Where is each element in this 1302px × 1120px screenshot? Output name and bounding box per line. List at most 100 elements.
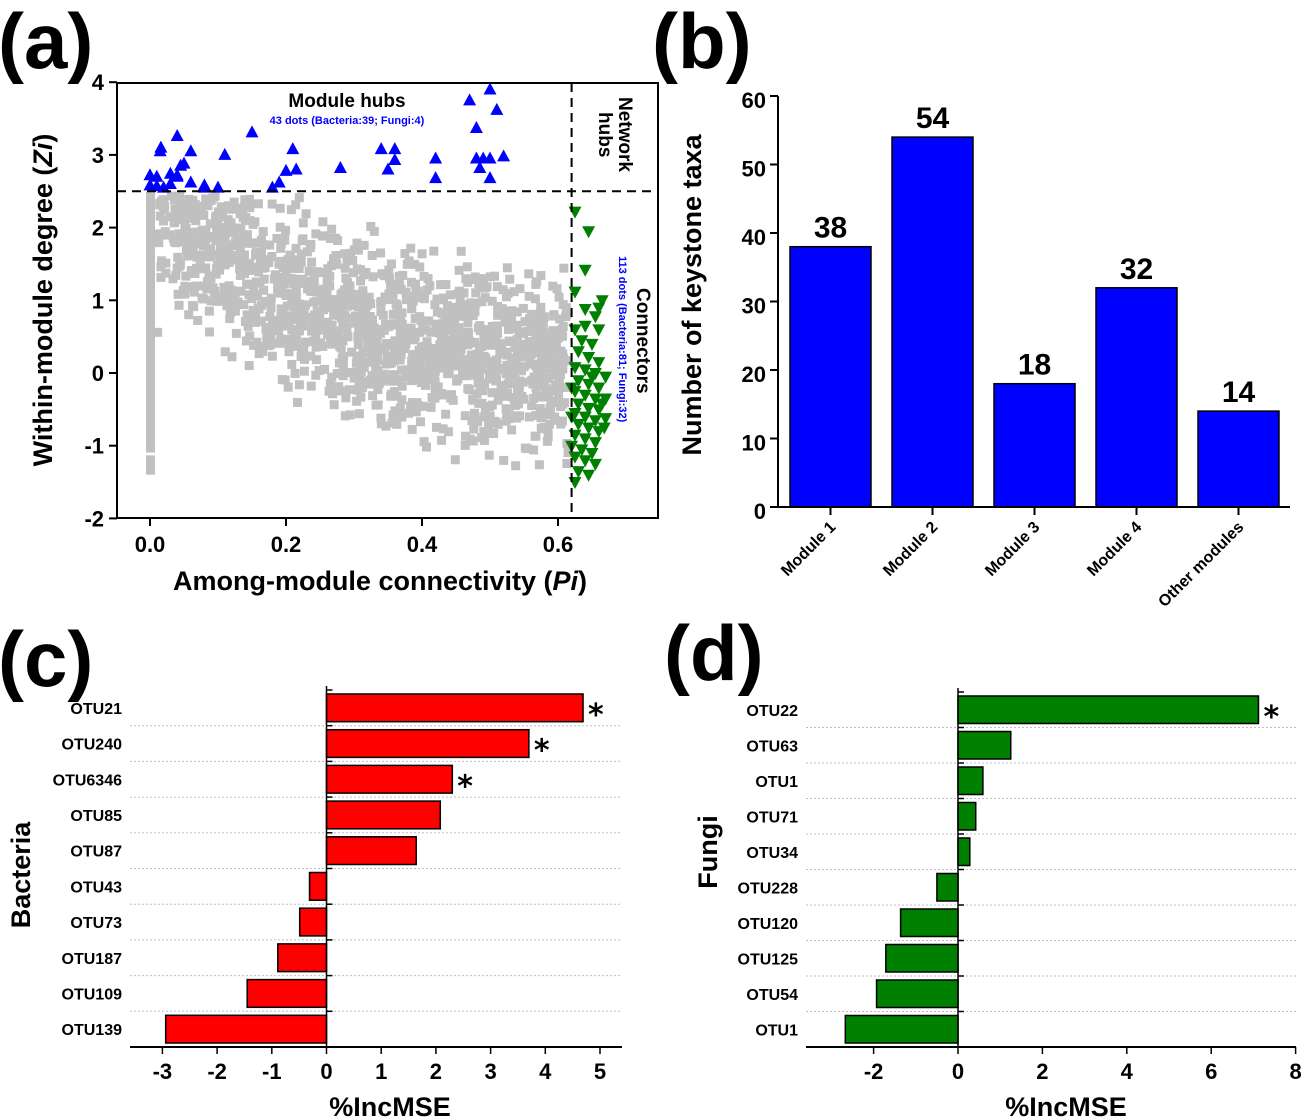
peripheral-point <box>519 394 529 404</box>
module-hub-point <box>218 147 232 160</box>
peripheral-point <box>353 340 363 350</box>
peripheral-point <box>479 334 489 344</box>
bar-value-label: 14 <box>1222 376 1256 409</box>
category-label: Module 3 <box>982 519 1043 580</box>
peripheral-point <box>146 246 155 256</box>
peripheral-point <box>210 213 220 223</box>
peripheral-point <box>230 306 240 316</box>
peripheral-point <box>146 460 155 470</box>
peripheral-point <box>227 291 237 301</box>
peripheral-point <box>376 296 386 306</box>
peripheral-point <box>305 276 315 286</box>
connector-point <box>585 338 599 351</box>
peripheral-point <box>535 326 545 336</box>
peripheral-point <box>470 337 480 347</box>
peripheral-point <box>493 310 503 320</box>
peripheral-point <box>311 370 321 380</box>
peripheral-point <box>513 385 523 395</box>
peripheral-point <box>415 262 425 272</box>
peripheral-point <box>543 425 553 435</box>
module-hub-point <box>163 176 177 189</box>
peripheral-point <box>555 314 565 324</box>
peripheral-point <box>461 431 471 441</box>
peripheral-point <box>430 366 440 376</box>
peripheral-point <box>428 343 438 353</box>
peripheral-point <box>473 417 483 427</box>
peripheral-point <box>445 290 455 300</box>
peripheral-point <box>470 272 480 282</box>
peripheral-point <box>356 392 366 402</box>
peripheral-point <box>482 325 492 335</box>
connector-point <box>578 433 592 446</box>
x-axis-ticks: 0.0 0.2 0.4 0.6 <box>135 518 574 557</box>
peripheral-point <box>454 265 464 275</box>
peripheral-point <box>188 301 198 311</box>
peripheral-point <box>487 400 497 410</box>
peripheral-point <box>432 307 442 317</box>
peripheral-point <box>298 218 308 228</box>
peripheral-point <box>254 349 264 359</box>
peripheral-point <box>409 293 419 303</box>
peripheral-point <box>465 337 475 347</box>
peripheral-point <box>235 270 245 280</box>
peripheral-point <box>289 279 299 289</box>
y-tick-label: 10 <box>742 431 766 456</box>
peripheral-point <box>430 385 440 395</box>
peripheral-point <box>189 287 199 297</box>
module-hub-point <box>463 93 477 106</box>
peripheral-point <box>345 410 355 420</box>
peripheral-point <box>146 265 155 275</box>
peripheral-point <box>170 204 180 214</box>
peripheral-point <box>245 203 255 213</box>
peripheral-point <box>358 347 368 357</box>
peripheral-point <box>506 316 516 326</box>
peripheral-point <box>512 320 522 330</box>
peripheral-point <box>531 380 541 390</box>
peripheral-point <box>444 358 454 368</box>
category-label: OTU228 <box>738 880 799 897</box>
peripheral-point <box>368 272 378 282</box>
peripheral-point <box>462 262 472 272</box>
bar <box>885 943 959 973</box>
peripheral-point <box>345 385 355 395</box>
peripheral-point <box>178 208 188 218</box>
peripheral-point <box>293 310 303 320</box>
peripheral-point <box>354 409 364 419</box>
bar <box>325 728 530 759</box>
peripheral-point <box>328 389 338 399</box>
peripheral-point <box>185 213 195 223</box>
peripheral-point <box>355 375 365 385</box>
peripheral-point <box>479 412 489 422</box>
peripheral-point <box>525 355 535 365</box>
peripheral-point <box>220 347 230 357</box>
peripheral-point <box>296 249 306 259</box>
peripheral-point <box>406 376 416 386</box>
group-label-fungi: Fungi <box>693 815 723 888</box>
peripheral-point <box>530 431 540 441</box>
peripheral-point <box>146 392 155 402</box>
peripheral-point <box>539 381 549 391</box>
peripheral-point <box>416 368 426 378</box>
peripheral-point <box>498 285 508 295</box>
bar-value-label: 32 <box>1120 253 1153 286</box>
connector-point <box>599 413 613 426</box>
peripheral-point <box>505 324 515 334</box>
peripheral-point <box>311 229 321 239</box>
peripheral-point <box>385 359 395 369</box>
connector-point <box>582 422 596 435</box>
peripheral-point <box>281 289 291 299</box>
peripheral-point <box>174 300 184 310</box>
x-tick-label: 0 <box>320 1059 332 1084</box>
module-hub-point <box>211 180 225 193</box>
peripheral-point <box>501 404 511 414</box>
peripheral-point <box>424 316 434 326</box>
y-tick-label: 60 <box>742 88 766 113</box>
peripheral-point <box>484 450 494 460</box>
peripheral-point <box>215 265 225 275</box>
peripheral-point <box>320 320 330 330</box>
peripheral-point <box>359 270 369 280</box>
peripheral-point <box>374 379 384 389</box>
connector-point <box>578 364 592 377</box>
x-tick-label: 0.6 <box>543 532 574 557</box>
peripheral-point <box>406 277 416 287</box>
